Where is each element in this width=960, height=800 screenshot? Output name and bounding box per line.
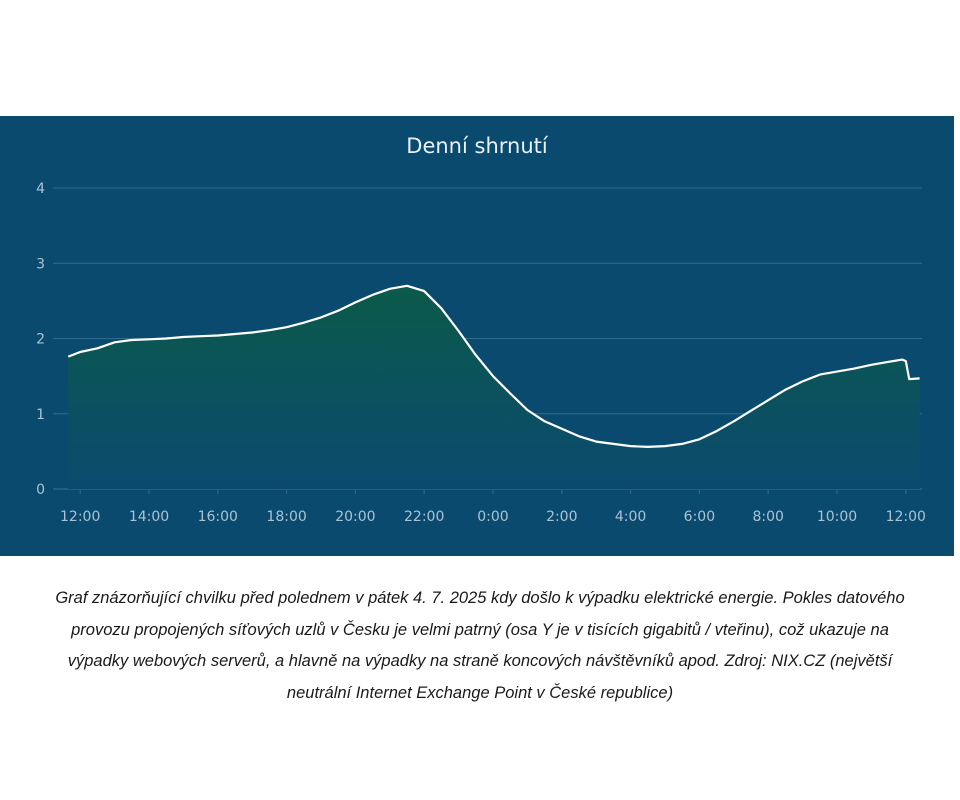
x-tick-label: 10:00 xyxy=(817,509,857,525)
y-tick-label: 1 xyxy=(36,407,45,423)
x-tick-label: 22:00 xyxy=(404,509,444,525)
daily-traffic-chart: Denní shrnutí 0 1 2 3 4 12:00 14:00 16:00 18:00… xyxy=(36,134,926,525)
series-line xyxy=(67,284,920,448)
x-tick-label: 6:00 xyxy=(684,509,715,525)
x-tick-label: 18:00 xyxy=(266,509,306,525)
caption-line: provozu propojených síťových uzlů v Česk… xyxy=(71,620,889,639)
x-tick-label: 16:00 xyxy=(198,509,238,525)
caption-line: výpadky webových serverů, a hlavně na vý… xyxy=(67,652,893,670)
y-tick-labels: 0 1 2 3 4 xyxy=(36,181,45,498)
caption-line: neutrální Internet Exchange Point v Česk… xyxy=(286,683,674,702)
y-tick-label: 4 xyxy=(36,181,45,197)
figure-caption: Graf znázorňující chvilku před polednem … xyxy=(0,583,960,709)
x-tick-label: 0:00 xyxy=(477,509,508,525)
y-tick-label: 3 xyxy=(36,256,45,272)
series-area-fill xyxy=(68,285,920,489)
area-layer xyxy=(67,284,920,489)
x-tick-label: 12:00 xyxy=(60,509,100,525)
x-tick-label: 2:00 xyxy=(546,509,577,525)
x-tick-label: 8:00 xyxy=(752,509,783,525)
x-tick-label: 20:00 xyxy=(335,509,375,525)
chart-title: Denní shrnutí xyxy=(406,134,549,158)
y-tick-label: 2 xyxy=(36,332,45,348)
chart-panel: Denní shrnutí 0 1 2 3 4 12:00 14:00 16:00 18:00… xyxy=(0,116,954,556)
y-tick-label: 0 xyxy=(36,482,45,498)
x-tick-label: 4:00 xyxy=(615,509,646,525)
x-tick-label: 12:00 xyxy=(886,509,926,525)
caption-line: Graf znázorňující chvilku před polednem … xyxy=(55,589,905,607)
x-tick-label: 14:00 xyxy=(129,509,169,525)
x-tick-labels: 12:00 14:00 16:00 18:00 20:00 22:00 0:00 2:00 4:… xyxy=(60,489,926,525)
